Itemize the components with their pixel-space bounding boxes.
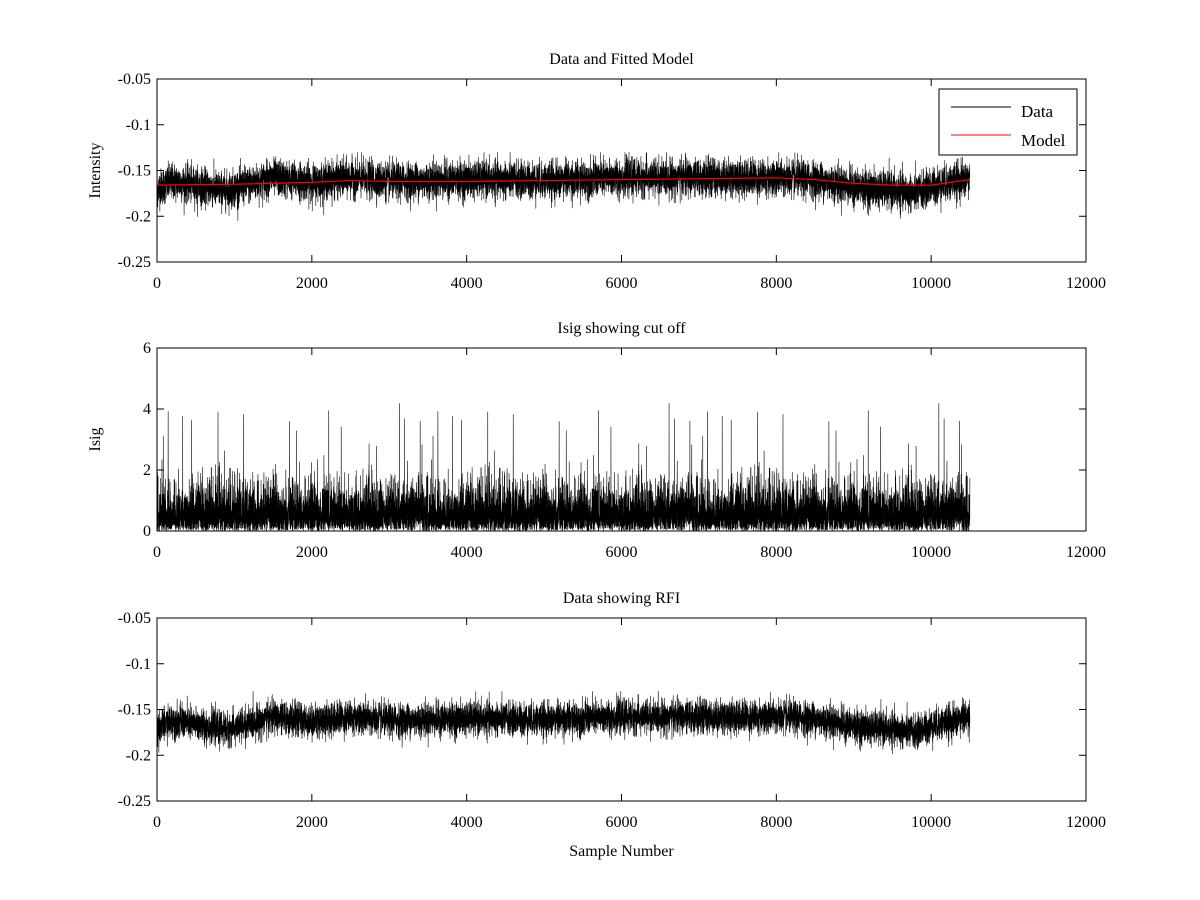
y-tick-label: -0.2 xyxy=(126,208,151,225)
panel-1-series-data-line xyxy=(157,152,971,221)
x-tick-label: 10000 xyxy=(911,814,951,831)
y-tick-label: -0.05 xyxy=(118,71,151,88)
y-tick-label: -0.05 xyxy=(118,610,151,627)
x-tick-label: 8000 xyxy=(760,275,792,292)
legend-model-label: Model xyxy=(1021,131,1066,150)
panel-3-xlabel: Sample Number xyxy=(569,843,674,860)
x-tick-label: 12000 xyxy=(1066,814,1106,831)
x-tick-label: 6000 xyxy=(606,275,638,292)
x-tick-label: 8000 xyxy=(760,544,792,561)
panel-2-series-group xyxy=(157,403,971,531)
legend-box xyxy=(938,88,1078,156)
panel-1-legend: Data Model xyxy=(938,88,1078,156)
x-tick-label: 4000 xyxy=(451,275,483,292)
panel-2-title: Isig showing cut off xyxy=(557,320,686,337)
x-tick-label: 12000 xyxy=(1066,544,1106,561)
panel-3: Data showing RFI Sample Number 0 2000 4000… xyxy=(118,590,1106,860)
x-tick-label: 0 xyxy=(153,814,161,831)
y-tick-label: -0.2 xyxy=(126,747,151,764)
panel-1-title: Data and Fitted Model xyxy=(549,51,694,68)
y-tick-label: -0.15 xyxy=(118,163,151,180)
x-tick-label: 2000 xyxy=(296,814,328,831)
panel-3-series-1-line xyxy=(157,691,971,755)
x-tick-label: 2000 xyxy=(296,544,328,561)
panel-3-ticks: 0 2000 4000 6000 8000 10000 12000 -0.05 -0.1 -0.1… xyxy=(118,610,1106,831)
x-tick-label: 6000 xyxy=(606,814,638,831)
panel-2-ylabel: Isig xyxy=(87,428,104,452)
y-tick-label: -0.1 xyxy=(126,656,151,673)
legend-data-label: Data xyxy=(1021,102,1054,121)
x-tick-label: 4000 xyxy=(451,544,483,561)
x-tick-label: 10000 xyxy=(911,275,951,292)
y-tick-label: 4 xyxy=(143,401,151,418)
panel-1-series-model-line xyxy=(157,177,970,186)
x-tick-label: 10000 xyxy=(911,544,951,561)
panel-3-series-group xyxy=(157,691,971,755)
y-tick-label: -0.15 xyxy=(118,702,151,719)
panel-1-ylabel: Intensity xyxy=(87,143,104,199)
x-tick-label: 2000 xyxy=(296,275,328,292)
panel-1: Data and Fitted Model Intensity 0 2000 400… xyxy=(87,51,1106,292)
y-tick-label: -0.1 xyxy=(126,117,151,134)
panel-2: Isig showing cut off Isig 0 2000 4000 6000 8… xyxy=(87,320,1106,561)
x-tick-label: 8000 xyxy=(760,814,792,831)
y-tick-label: 2 xyxy=(143,462,151,479)
x-tick-label: 0 xyxy=(153,275,161,292)
x-tick-label: 0 xyxy=(153,544,161,561)
panel-1-series-group xyxy=(157,152,971,221)
x-tick-label: 6000 xyxy=(606,544,638,561)
x-tick-label: 12000 xyxy=(1066,275,1106,292)
panel-1-ticks: 0 2000 4000 6000 8000 10000 12000 -0.05 -0.1 -0.1… xyxy=(118,71,1106,292)
panel-3-title: Data showing RFI xyxy=(563,590,680,607)
y-tick-label: 6 xyxy=(143,340,151,357)
y-tick-label: -0.25 xyxy=(118,793,151,810)
y-tick-label: -0.25 xyxy=(118,254,151,271)
y-tick-label: 0 xyxy=(143,523,151,540)
x-tick-label: 4000 xyxy=(451,814,483,831)
panel-2-ticks: 0 2000 4000 6000 8000 10000 12000 0 2 4 6 xyxy=(143,340,1106,561)
panel-2-series-1-line xyxy=(157,403,971,531)
